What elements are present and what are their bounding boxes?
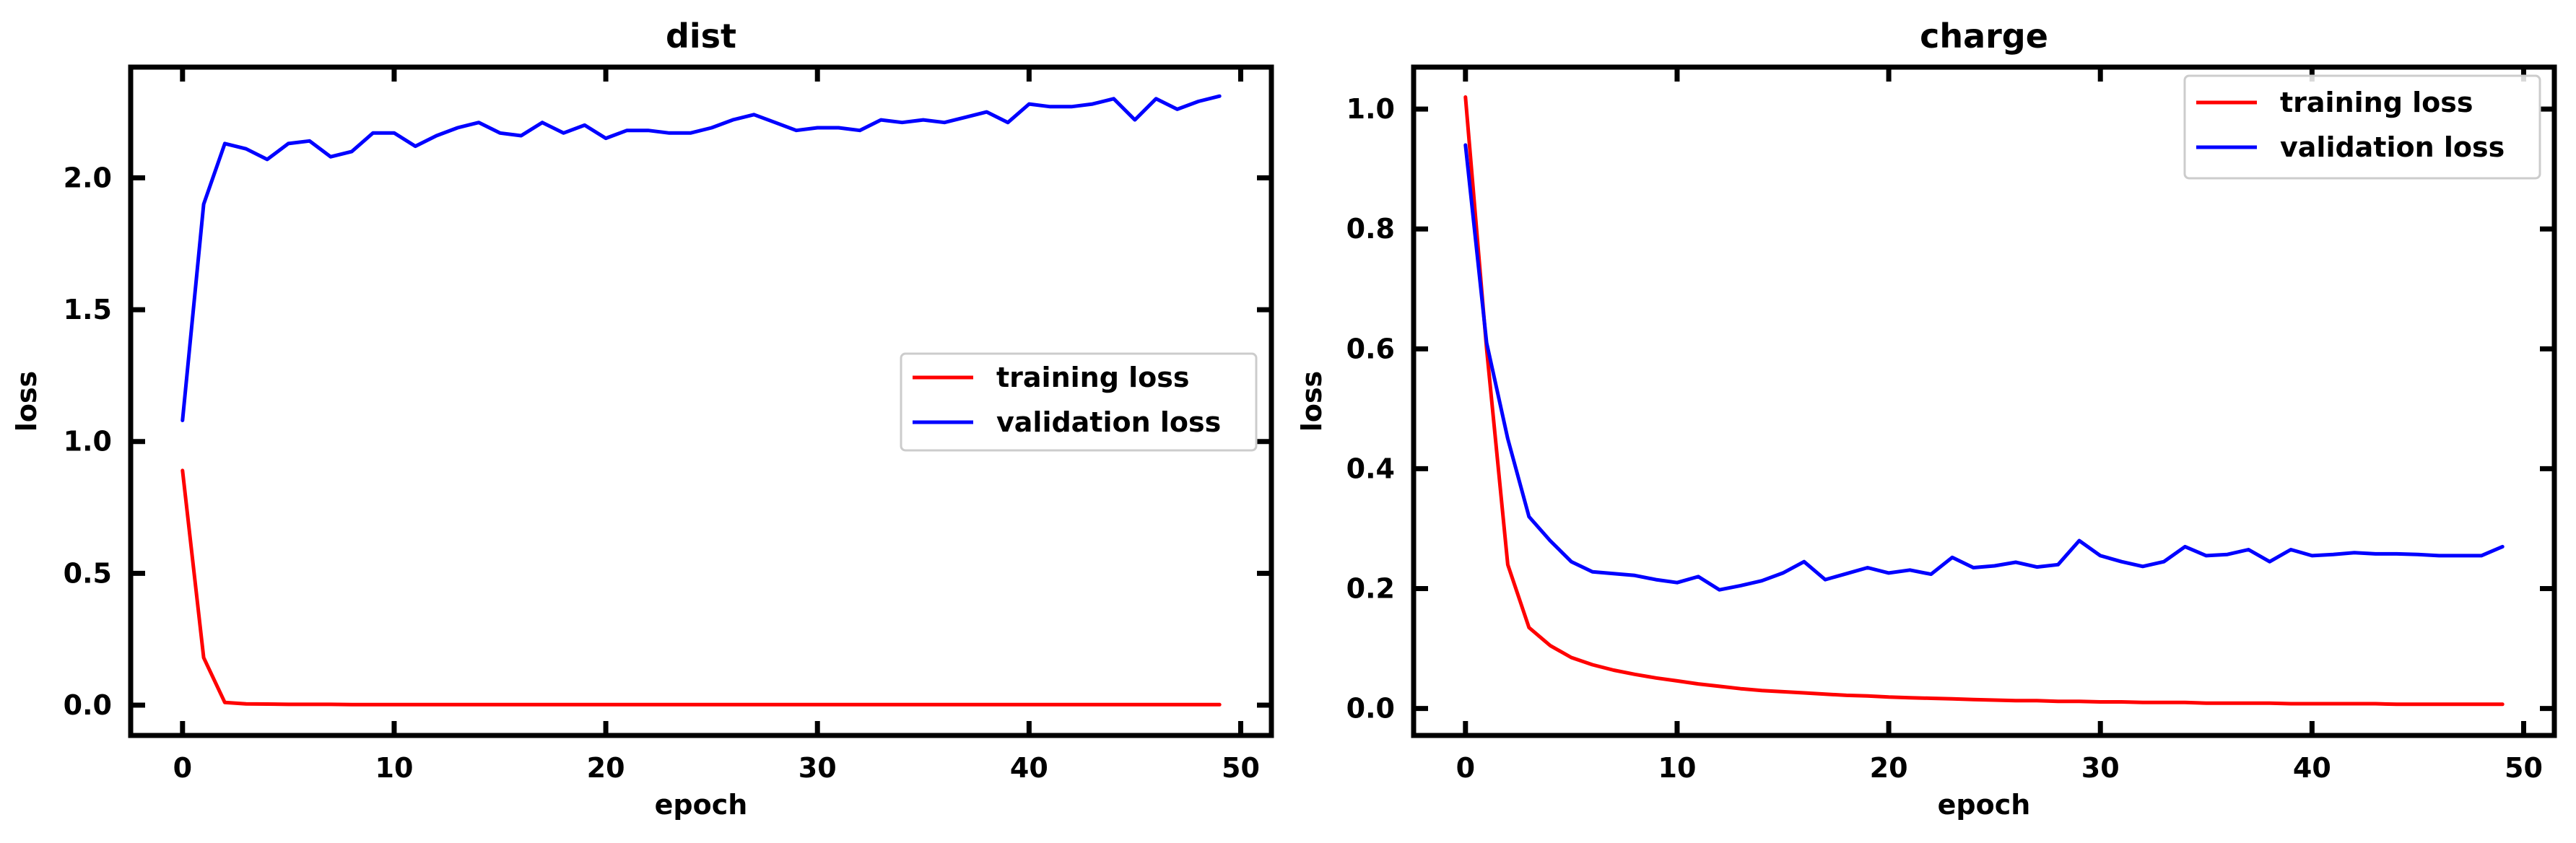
y-tick-label: 1.0 bbox=[1346, 93, 1395, 125]
x-tick-label: 30 bbox=[2081, 752, 2120, 784]
legend-entry: training loss bbox=[2280, 87, 2473, 118]
x-tick-label: 0 bbox=[173, 752, 192, 784]
x-tick-label: 0 bbox=[1456, 752, 1475, 784]
plot-frame bbox=[1411, 64, 2557, 738]
x-tick-label: 40 bbox=[2293, 752, 2331, 784]
x-tick-label: 20 bbox=[1870, 752, 1908, 784]
x-tick-label: 20 bbox=[587, 752, 625, 784]
legend-box bbox=[900, 352, 1258, 452]
chart-title: charge bbox=[1920, 17, 2048, 56]
series-line-validation-loss bbox=[1463, 143, 2505, 592]
x-axis-label: epoch bbox=[1938, 789, 2031, 821]
y-axis-label: loss bbox=[11, 371, 43, 432]
x-tick-label: 10 bbox=[375, 752, 414, 784]
y-tick-label: 0.2 bbox=[1346, 573, 1395, 605]
legend-entry: validation loss bbox=[996, 406, 1221, 438]
y-tick-label: 0.0 bbox=[1346, 693, 1395, 725]
y-tick-label: 2.0 bbox=[64, 162, 112, 193]
plot-frame bbox=[128, 64, 1274, 738]
x-tick-label: 40 bbox=[1010, 752, 1048, 784]
chart-panel-dist: 0 10 20 30 40 50 0.0 0.5 1.0 1.5 2.0 dist epoch loss t… bbox=[11, 17, 1274, 821]
series-line-training-loss bbox=[1463, 95, 2505, 707]
legend: training loss validation loss bbox=[900, 352, 1258, 452]
x-tick-label: 50 bbox=[2505, 752, 2543, 784]
series-line-training-loss bbox=[180, 468, 1222, 707]
y-tick-label: 0.4 bbox=[1346, 453, 1395, 484]
x-tick-label: 50 bbox=[1222, 752, 1260, 784]
chart-panel-charge: 0 10 20 30 40 50 0.0 0.2 0.4 0.6 0.8 1.0 charge epoch… bbox=[1296, 17, 2557, 821]
y-tick-label: 0.0 bbox=[64, 689, 112, 721]
legend-entry: training loss bbox=[996, 362, 1190, 393]
chart-title: dist bbox=[666, 17, 736, 56]
legend: training loss validation loss bbox=[2183, 74, 2541, 180]
y-tick-label: 1.5 bbox=[64, 294, 112, 326]
y-tick-label: 1.0 bbox=[64, 426, 112, 458]
series-line-validation-loss bbox=[180, 94, 1222, 422]
y-tick-label: 0.8 bbox=[1346, 213, 1395, 245]
y-tick-label: 0.5 bbox=[64, 557, 112, 589]
legend-entry: validation loss bbox=[2280, 131, 2505, 163]
y-axis-label: loss bbox=[1296, 371, 1328, 432]
x-tick-label: 10 bbox=[1658, 752, 1697, 784]
x-axis-label: epoch bbox=[655, 789, 748, 821]
y-tick-label: 0.6 bbox=[1346, 333, 1395, 364]
legend-box bbox=[2183, 74, 2541, 180]
x-tick-label: 30 bbox=[799, 752, 837, 784]
